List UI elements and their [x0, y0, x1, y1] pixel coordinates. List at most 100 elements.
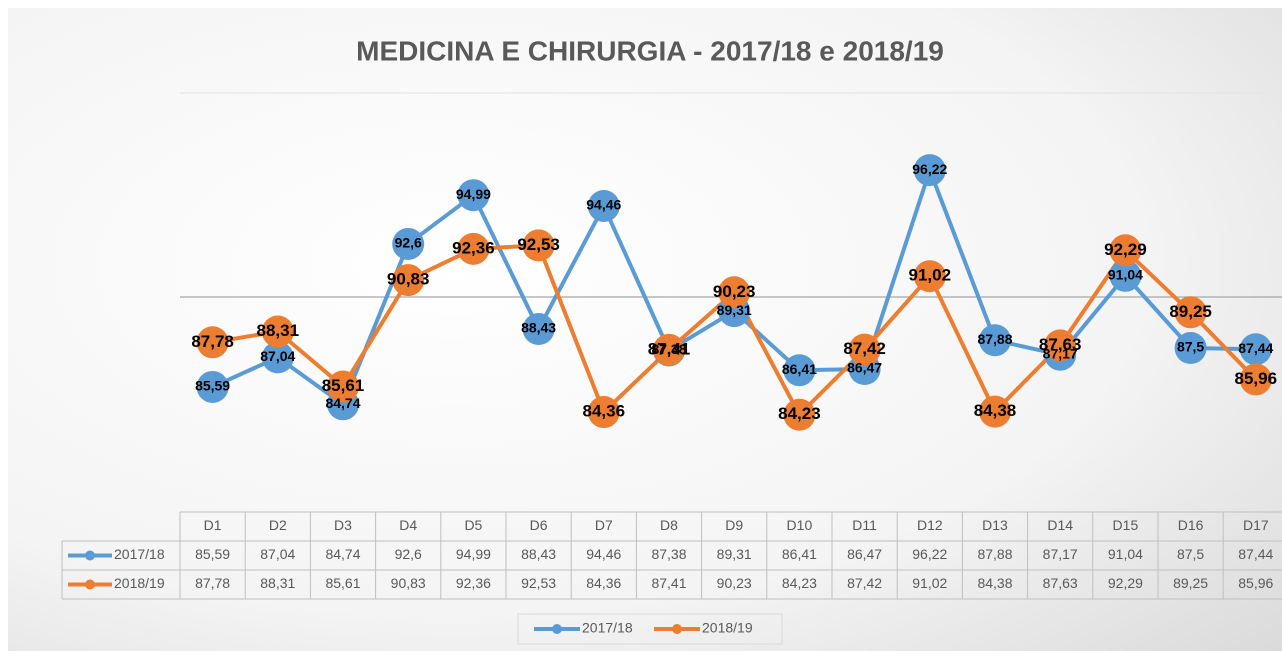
table-cell: 92,36 [456, 575, 491, 591]
data-label: 84,38 [974, 401, 1017, 420]
table-cell: 92,29 [1108, 575, 1143, 591]
data-label: 88,43 [521, 320, 556, 336]
table-cell: 91,04 [1108, 546, 1143, 562]
marker [261, 341, 294, 374]
marker [979, 395, 1011, 428]
data-label: 87,04 [260, 348, 295, 364]
data-label: 87,78 [191, 332, 234, 351]
x-tick-label: D17 [1243, 517, 1269, 533]
table-cell: 84,23 [782, 575, 817, 591]
x-tick-label: D5 [464, 517, 482, 533]
data-label: 87,38 [651, 341, 686, 357]
data-label: 86,47 [847, 360, 882, 376]
data-label: 85,59 [195, 378, 230, 394]
marker [261, 315, 294, 348]
table-cell: 87,38 [651, 546, 686, 562]
legend-box [517, 613, 783, 645]
data-label: 85,61 [322, 376, 365, 395]
x-tick-label: D16 [1178, 517, 1204, 533]
table-cell: 90,23 [717, 575, 752, 591]
table-cell: 87,42 [847, 575, 882, 591]
table-cell: 89,25 [1173, 575, 1208, 591]
table-cell: 96,22 [912, 546, 947, 562]
data-label: 87,88 [977, 331, 1012, 347]
marker [392, 227, 425, 260]
marker [327, 370, 359, 403]
data-label: 92,53 [517, 235, 560, 254]
table-cell: 87,78 [195, 575, 230, 591]
marker [392, 264, 425, 297]
data-label: 87,44 [1238, 340, 1273, 356]
data-label: 89,31 [717, 302, 752, 318]
x-tick-label: D8 [660, 517, 678, 533]
table-cell: 87,04 [260, 546, 295, 562]
legend-label: 2018/19 [702, 620, 753, 636]
marker [913, 154, 946, 187]
data-label: 94,46 [586, 197, 621, 213]
data-label: 84,36 [583, 402, 626, 421]
x-tick-label: D6 [530, 517, 548, 533]
table-cell: 88,43 [521, 546, 556, 562]
table-cell: 89,31 [717, 546, 752, 562]
table-cell: 90,83 [391, 575, 426, 591]
data-label: 90,23 [713, 282, 756, 301]
legend-key [85, 550, 95, 561]
x-tick-label: D9 [725, 517, 743, 533]
x-tick-label: D4 [399, 517, 417, 533]
table-cell: 84,74 [325, 546, 360, 562]
data-label: 90,83 [387, 270, 430, 289]
x-tick-label: D13 [982, 517, 1008, 533]
table-cell: 84,36 [586, 575, 621, 591]
legend-label: 2017/18 [582, 620, 633, 636]
marker [457, 179, 490, 212]
table-cell: 87,63 [1043, 575, 1078, 591]
x-tick-label: D15 [1113, 517, 1139, 533]
marker [1174, 296, 1207, 329]
table-cell: 88,31 [260, 575, 295, 591]
marker [783, 354, 816, 387]
x-tick-label: D14 [1047, 517, 1073, 533]
data-label: 84,23 [778, 404, 821, 423]
table-cell: 87,5 [1177, 546, 1204, 562]
marker [196, 370, 229, 403]
marker [783, 398, 816, 431]
legend-key [672, 624, 682, 634]
marker [913, 260, 946, 293]
table-cell: 85,61 [325, 575, 360, 591]
data-label: 85,96 [1235, 369, 1278, 388]
marker [587, 190, 620, 223]
table-cell: 94,99 [456, 546, 491, 562]
table-cell: 85,59 [195, 546, 230, 562]
chart-title: MEDICINA E CHIRURGIA - 2017/18 e 2018/19 [356, 35, 944, 66]
x-tick-label: D2 [269, 517, 287, 533]
marker [1109, 234, 1142, 267]
marker [848, 333, 881, 366]
marker [1109, 259, 1142, 292]
marker [1044, 329, 1077, 362]
table-cell: 86,41 [782, 546, 817, 562]
data-label: 96,22 [912, 161, 947, 177]
table-cell: 84,38 [977, 575, 1012, 591]
marker [196, 326, 229, 359]
marker [1239, 333, 1272, 366]
table-cell: 87,88 [977, 546, 1012, 562]
marker [522, 313, 555, 346]
data-label: 87,42 [843, 339, 886, 358]
table-cell: 92,53 [521, 575, 556, 591]
marker [653, 333, 685, 366]
data-label: 87,41 [648, 339, 691, 358]
table-cell: 85,96 [1238, 575, 1273, 591]
legend-key [85, 579, 95, 590]
marker [1239, 363, 1272, 396]
x-tick-label: D3 [334, 517, 352, 533]
table-row-label: 2017/18 [114, 546, 165, 562]
data-label: 87,63 [1039, 335, 1082, 354]
marker [979, 324, 1011, 357]
data-label: 92,36 [452, 238, 495, 257]
table-cell: 91,02 [912, 575, 947, 591]
marker [1174, 332, 1207, 364]
marker [457, 232, 490, 265]
data-label: 91,02 [909, 266, 952, 285]
table-cell: 87,44 [1238, 546, 1273, 562]
data-label: 88,31 [257, 321, 300, 340]
